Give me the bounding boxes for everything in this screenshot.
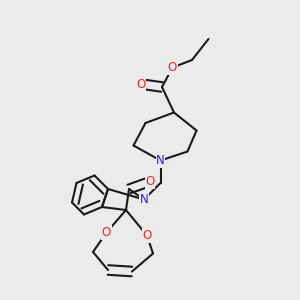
Text: N: N [140, 193, 148, 206]
Text: O: O [102, 226, 111, 239]
Text: O: O [136, 77, 146, 91]
Text: O: O [146, 175, 154, 188]
Text: O: O [142, 229, 152, 242]
Text: O: O [168, 61, 177, 74]
Text: N: N [156, 154, 165, 167]
